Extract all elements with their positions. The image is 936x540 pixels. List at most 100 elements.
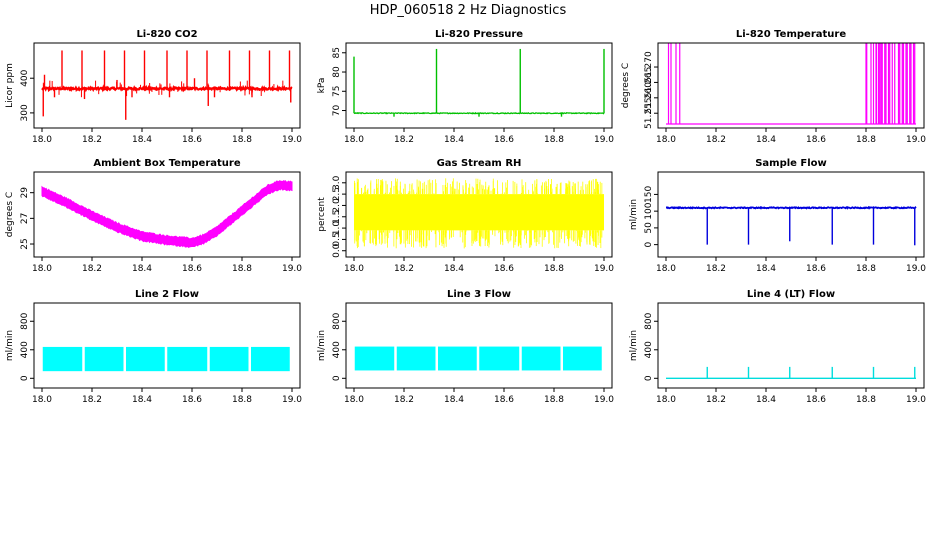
panel-title: Sample Flow [755,158,827,169]
y-tick-label: 29 [20,187,30,199]
x-tick-label: 18.4 [756,135,776,145]
y-tick-label: 2.5 [332,187,342,201]
pulse-mark [891,43,896,124]
x-tick-label: 18.6 [806,264,826,274]
x-tick-label: 18.8 [856,264,876,274]
y-axis-label: ml/min [629,199,639,230]
x-tick-label: 18.0 [656,264,676,274]
y-tick-label: 2.0 [332,198,342,213]
y-tick-label: 3.0 [332,175,342,190]
plot-frame [657,171,925,258]
x-tick-label: 18.8 [856,395,876,405]
plot-area [353,48,605,117]
x-tick-label: 18.6 [182,264,202,274]
x-tick-label: 18.8 [232,395,252,405]
x-tick-label: 18.6 [806,395,826,405]
y-tick-label: 1.0 [332,221,342,236]
x-tick-label: 18.0 [32,395,52,405]
x-tick-label: 18.4 [132,135,152,145]
x-tick-label: 18.6 [494,395,514,405]
y-axis-label: percent [317,197,327,232]
series-block [521,346,561,371]
panel-title: Li-820 CO2 [136,29,197,40]
x-tick-label: 18.2 [706,135,726,145]
x-tick-label: 19.0 [594,395,614,405]
y-tick-label: 50 [644,222,654,234]
y-axis-label: kPa [317,78,327,94]
x-tick-label: 18.6 [182,135,202,145]
series-block [251,346,290,372]
x-tick-label: 19.0 [906,135,926,145]
x-tick-label: 18.6 [806,135,826,145]
plot-frame [345,171,613,258]
x-tick-label: 18.6 [494,264,514,274]
plot-frame [345,302,613,389]
pulse-mark [870,43,875,124]
series-block [126,346,165,372]
plot-area [41,50,293,120]
y-tick-label: 1.5 [332,210,342,224]
y-tick-label: 51.270 [644,51,654,83]
y-tick-label: 70 [332,105,342,117]
x-tick-label: 18.8 [856,135,876,145]
pulse-mark [875,43,878,124]
x-tick-label: 18.0 [344,135,364,145]
x-tick-label: 18.0 [656,395,676,405]
x-tick-label: 18.4 [756,395,776,405]
x-tick-label: 19.0 [906,264,926,274]
x-tick-label: 18.4 [444,264,464,274]
y-tick-label: 400 [20,341,30,358]
series-line [353,111,605,115]
plot-frame [33,42,301,129]
pulse-mark [901,43,905,124]
y-tick-label: 25 [20,238,30,249]
panel-box_temp: Ambient Box Temperature 18.0 18.2 18.4 18.6 1… [5,158,302,274]
series-band [41,179,293,249]
x-tick-label: 19.0 [594,264,614,274]
plot-area [41,179,293,249]
y-tick-label: 800 [20,312,30,329]
x-tick-label: 18.8 [544,135,564,145]
series-block [396,346,436,371]
x-tick-label: 18.4 [444,395,464,405]
y-tick-label: 0 [644,375,654,381]
plot-area [666,366,916,379]
x-tick-label: 19.0 [282,135,302,145]
series-block [167,346,208,372]
y-axis-label: Licor ppm [5,63,15,108]
panel-title: Line 2 Flow [135,289,199,300]
series-block [563,346,602,371]
panel-co2: Li-820 CO2 18.0 18.2 18.4 18.6 18.8 19.0 300 400… [5,29,302,145]
pulse-mark [884,43,887,124]
x-tick-label: 18.0 [344,264,364,274]
plot-frame [657,42,925,129]
y-axis-label: ml/min [629,330,639,361]
x-tick-label: 18.0 [32,264,52,274]
x-tick-label: 18.8 [232,264,252,274]
panel-sample_flow: Sample Flow 18.0 18.2 18.4 18.6 18.8 19.0 0 50 10… [629,158,926,274]
panel-licor_temp: Li-820 Temperature 18.0 18.2 18.4 18.6 18.8 19… [621,29,926,145]
y-tick-label: 0.5 [332,232,342,246]
y-tick-label: 0 [20,375,30,381]
plot-area [666,43,916,125]
y-tick-label: 150 [644,186,654,203]
y-axis-label: ml/min [317,330,327,361]
panel-title: Line 4 (LT) Flow [747,289,835,300]
x-tick-label: 18.4 [132,395,152,405]
y-tick-label: 75 [332,86,342,97]
plot-area [353,178,604,249]
plot-area [354,346,602,371]
series-band [354,194,604,231]
x-tick-label: 18.4 [444,135,464,145]
x-tick-label: 19.0 [282,395,302,405]
panel-grid: Li-820 CO2 18.0 18.2 18.4 18.6 18.8 19.0 300 400… [5,29,926,405]
x-tick-label: 19.0 [594,135,614,145]
pulse-mark [667,43,672,124]
y-tick-label: 80 [332,66,342,78]
x-tick-label: 18.8 [544,395,564,405]
x-tick-label: 18.2 [394,395,414,405]
y-tick-label: 0 [644,241,654,247]
y-axis-label: ml/min [5,330,15,361]
x-tick-label: 18.8 [232,135,252,145]
